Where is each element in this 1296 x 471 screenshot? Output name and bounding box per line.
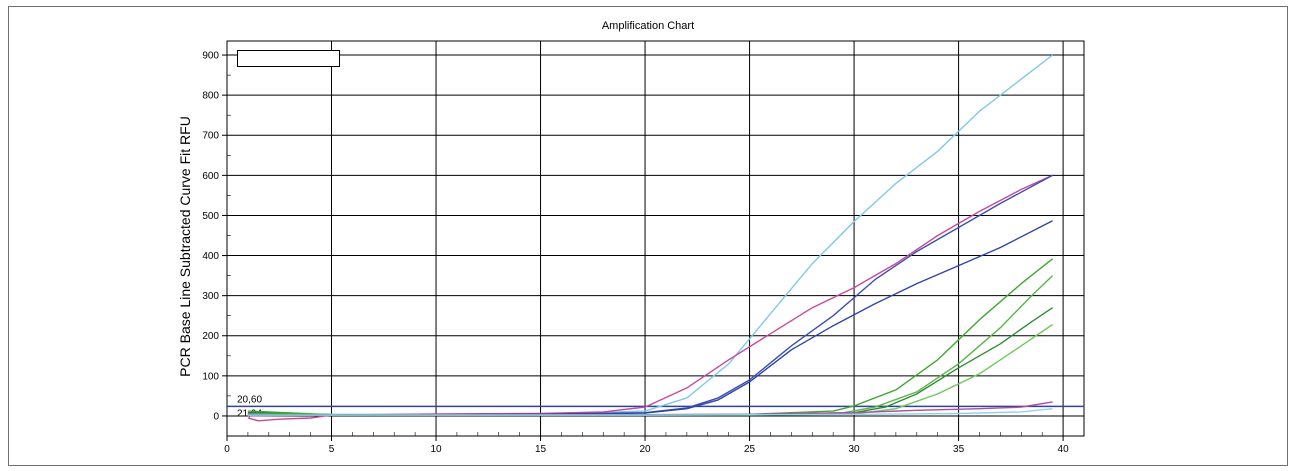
series-line-3 bbox=[247, 174, 1053, 416]
y-tick-label: 300 bbox=[202, 291, 219, 302]
series-line-8 bbox=[247, 323, 1053, 416]
grid bbox=[227, 41, 1084, 436]
x-tick-label: 5 bbox=[329, 444, 335, 455]
series-line-5 bbox=[247, 258, 1054, 416]
series-line-1 bbox=[247, 54, 1054, 416]
x-tick-label: 10 bbox=[430, 444, 442, 455]
y-axis-label: PCR Base Line Subtracted Curve Fit RFU bbox=[177, 116, 193, 377]
x-tick-label: 20 bbox=[639, 444, 651, 455]
x-tick-label: 30 bbox=[849, 444, 861, 455]
y-tick-label: 100 bbox=[202, 371, 219, 382]
y-tick-label: 600 bbox=[202, 171, 219, 182]
x-tick-label: 40 bbox=[1058, 444, 1070, 455]
chart-title: Amplification Chart bbox=[601, 20, 695, 32]
x-tick-label: 0 bbox=[224, 444, 230, 455]
y-tick-label: 200 bbox=[202, 331, 219, 342]
y-tick-label: 800 bbox=[202, 91, 219, 102]
x-tick-label: 25 bbox=[744, 444, 756, 455]
series-layer bbox=[247, 54, 1054, 422]
legend bbox=[237, 50, 340, 67]
axes: 0 5 10 15 20 25 30 35 40010020030040050060070080… bbox=[202, 40, 1085, 455]
plot-border bbox=[226, 40, 1085, 437]
series-line-10 bbox=[247, 408, 1053, 416]
y-tick-label: 900 bbox=[202, 51, 219, 62]
y-tick-label: 400 bbox=[202, 251, 219, 262]
series-line-7 bbox=[247, 307, 1053, 416]
threshold-label: 20,60 bbox=[237, 394, 262, 405]
series-line-4 bbox=[247, 220, 1053, 416]
x-tick-label: 35 bbox=[953, 444, 965, 455]
y-tick-label: 500 bbox=[202, 211, 219, 222]
y-tick-label: 700 bbox=[202, 131, 219, 142]
series-line-6 bbox=[247, 275, 1054, 416]
x-tick-label: 15 bbox=[535, 444, 547, 455]
chart-frame bbox=[8, 6, 1288, 466]
series-line-2 bbox=[247, 174, 1053, 422]
y-tick-label: 0 bbox=[213, 411, 219, 422]
